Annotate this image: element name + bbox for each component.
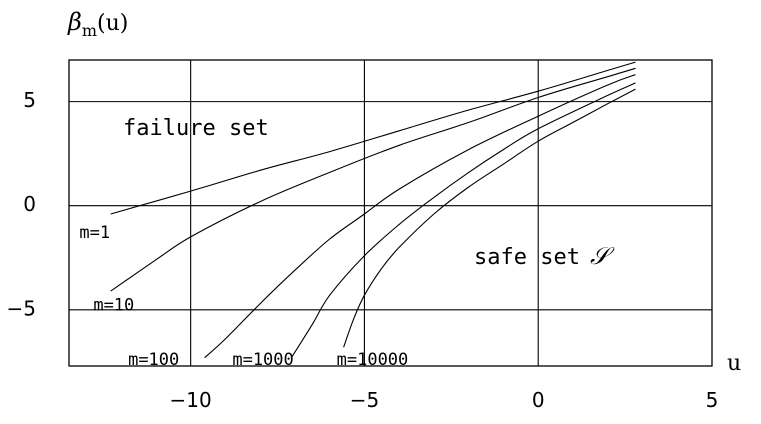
y-tick-label: 0 — [23, 192, 36, 216]
series-label-4: m=1000 — [232, 350, 293, 370]
x-tick-label: −10 — [170, 388, 212, 412]
series-line-4 — [290, 82, 636, 358]
safe-set-label: safe set 𝒮 — [474, 242, 615, 270]
series-label-5: m=10000 — [337, 350, 409, 370]
series-line-5 — [343, 88, 636, 348]
x-tick-label: 5 — [706, 388, 719, 412]
y-axis-argument: (u) — [97, 11, 128, 36]
safe-set-text: safe set — [474, 245, 580, 270]
plot-frame — [68, 59, 713, 367]
series-label-2: m=10 — [93, 296, 134, 316]
x-axis-label: u — [727, 351, 741, 376]
grid — [69, 60, 712, 366]
safe-set-symbol: 𝒮 — [590, 242, 615, 270]
y-axis-subscript: m — [82, 21, 97, 40]
y-axis-label: βm(u) — [67, 8, 128, 40]
y-tick-label: −5 — [7, 296, 36, 320]
failure-set-label: failure set — [123, 116, 269, 141]
y-axis-symbol: β — [67, 8, 82, 36]
series-line-3 — [204, 74, 636, 359]
series-group: m=1 m=10 m=100 m=1000 m=10000 — [79, 61, 636, 370]
series-label-1: m=1 — [79, 223, 110, 243]
tick-labels: −10 −5 0 5 −5 0 5 — [7, 88, 719, 412]
series-label-3: m=100 — [128, 350, 179, 370]
series-line-1 — [110, 61, 636, 215]
x-tick-label: −5 — [350, 388, 379, 412]
x-tick-label: 0 — [532, 388, 545, 412]
y-tick-label: 5 — [23, 88, 36, 112]
series-line-2 — [110, 67, 636, 292]
